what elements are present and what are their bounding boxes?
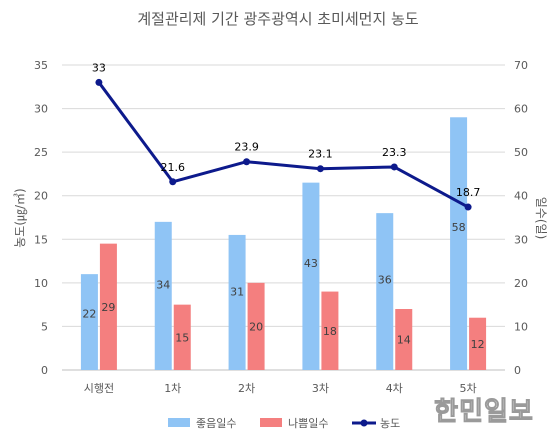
watermark: 한민일보 xyxy=(434,397,534,427)
bar xyxy=(154,221,172,370)
x-tick-label: 1차 xyxy=(164,382,181,395)
legend-label: 농도 xyxy=(380,417,400,430)
bar-data-label: 18 xyxy=(323,325,337,338)
bar xyxy=(228,234,246,370)
x-tick-label: 3차 xyxy=(312,382,329,395)
gridlines xyxy=(62,64,505,371)
bar xyxy=(321,291,339,370)
bar-data-label: 14 xyxy=(397,334,411,347)
right-axis-title: 일수(일) xyxy=(534,197,548,239)
right-tick-label: 20 xyxy=(514,277,528,290)
legend-label: 나쁨일수 xyxy=(288,416,328,430)
line-point xyxy=(243,158,251,166)
bar xyxy=(99,243,117,370)
bar-data-label: 31 xyxy=(230,286,244,299)
bar xyxy=(302,182,320,370)
bar-data-label: 36 xyxy=(378,274,392,287)
right-tick-label: 70 xyxy=(514,59,528,72)
legend-swatch xyxy=(168,418,190,427)
legend-label: 좋음일수 xyxy=(196,416,236,430)
bar-data-label: 15 xyxy=(175,331,189,344)
bar xyxy=(247,282,265,370)
bar-data-label: 34 xyxy=(156,279,170,292)
bar xyxy=(450,117,468,371)
line-point xyxy=(316,165,324,173)
bar xyxy=(395,309,413,370)
bar xyxy=(469,317,487,370)
bar-data-label: 20 xyxy=(249,320,263,333)
left-tick-label: 25 xyxy=(34,146,48,159)
line-data-label: 23.9 xyxy=(234,141,259,154)
legend-swatch xyxy=(260,418,282,427)
x-tick-label: 4차 xyxy=(386,382,403,395)
left-tick-label: 20 xyxy=(34,190,48,203)
left-tick-label: 5 xyxy=(41,320,48,333)
left-tick-label: 35 xyxy=(34,59,48,72)
right-tick-label: 10 xyxy=(514,320,528,333)
x-tick-label: 시행전 xyxy=(84,382,114,395)
chart-title: 계절관리제 기간 광주광역시 초미세먼지 농도 xyxy=(137,10,418,28)
bar-data-label: 22 xyxy=(82,307,96,320)
legend: 좋음일수 나쁨일수 농도 xyxy=(168,416,400,430)
axis-ticks: 0 5 10 15 20 25 30 35 0 10 20 30 40 50 60 70 시행전 1차 2차 3차 4차… xyxy=(34,59,528,395)
left-tick-label: 15 xyxy=(34,233,48,246)
legend-swatch-marker xyxy=(360,419,368,427)
right-tick-label: 40 xyxy=(514,190,528,203)
left-tick-label: 10 xyxy=(34,277,48,290)
x-tick-label: 2차 xyxy=(238,382,255,395)
x-tick-label: 5차 xyxy=(460,382,477,395)
line-point xyxy=(95,78,103,86)
line-point xyxy=(169,178,177,186)
left-tick-label: 30 xyxy=(34,103,48,116)
right-tick-label: 0 xyxy=(514,364,521,377)
bar-data-label: 43 xyxy=(304,257,318,270)
line-data-label: 23.3 xyxy=(382,146,407,159)
bar xyxy=(80,274,98,370)
left-axis-title: 농도(㎍/㎥) xyxy=(13,188,27,248)
bars xyxy=(80,117,487,371)
left-tick-label: 0 xyxy=(41,364,48,377)
right-tick-label: 60 xyxy=(514,103,528,116)
line-data-label: 33 xyxy=(92,61,106,74)
bar-data-label: 58 xyxy=(452,221,466,234)
bar xyxy=(173,304,191,370)
line-path xyxy=(97,81,469,209)
line-data-label: 18.7 xyxy=(456,186,481,199)
bar xyxy=(376,213,394,370)
right-tick-label: 50 xyxy=(514,146,528,159)
data-labels: 22 34 31 43 36 58 29 15 20 18 14 12 33 21.6 23.9 23.1 23… xyxy=(82,61,484,350)
bar-data-label: 12 xyxy=(471,338,485,351)
line-data-label: 21.6 xyxy=(161,161,186,174)
concentration-line xyxy=(95,78,472,211)
line-point xyxy=(390,163,398,171)
line-data-label: 23.1 xyxy=(308,148,333,161)
right-tick-label: 30 xyxy=(514,233,528,246)
bar-data-label: 29 xyxy=(101,301,115,314)
line-point xyxy=(464,203,472,211)
